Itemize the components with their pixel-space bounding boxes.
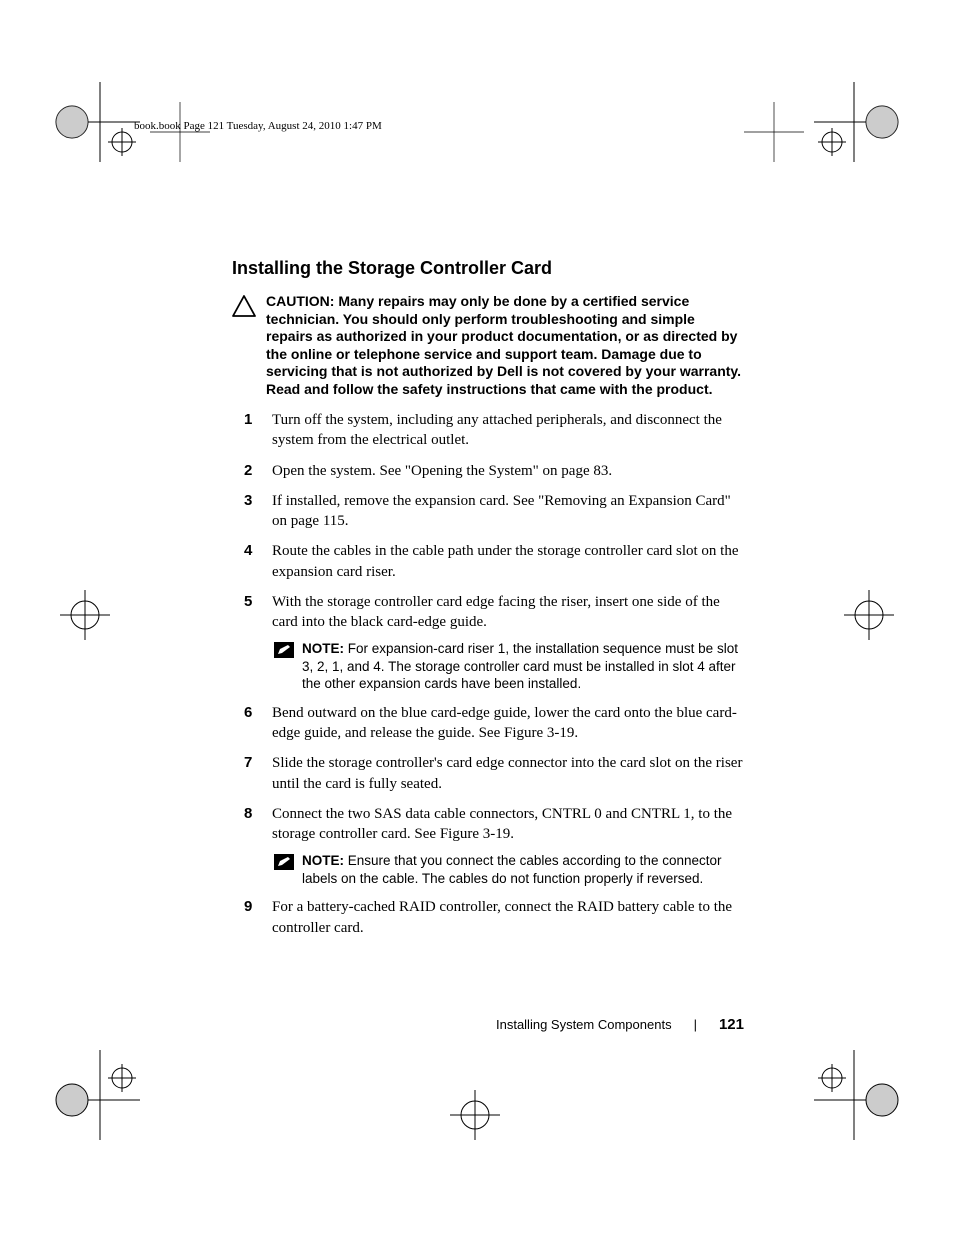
caution-block: CAUTION: Many repairs may only be done b… bbox=[232, 293, 744, 398]
step-item: Route the cables in the cable path under… bbox=[232, 541, 744, 582]
registration-mark-icon bbox=[814, 1050, 904, 1140]
registration-mark-icon bbox=[834, 580, 904, 650]
step-item: Bend outward on the blue card-edge guide… bbox=[232, 703, 744, 744]
caution-body: Many repairs may only be done by a certi… bbox=[266, 293, 741, 397]
step-text: Route the cables in the cable path under… bbox=[272, 543, 739, 579]
crop-cross-icon bbox=[150, 102, 210, 167]
step-item: Open the system. See "Opening the System… bbox=[232, 461, 744, 481]
step-item: Connect the two SAS data cable connector… bbox=[232, 804, 744, 888]
steps-list: Turn off the system, including any attac… bbox=[232, 410, 744, 938]
page-header-line: book.book Page 121 Tuesday, August 24, 2… bbox=[134, 120, 382, 132]
section-title: Installing the Storage Controller Card bbox=[232, 258, 744, 279]
registration-mark-icon bbox=[50, 580, 120, 650]
caution-text: CAUTION: Many repairs may only be done b… bbox=[266, 293, 744, 398]
note-text: NOTE: For expansion-card riser 1, the in… bbox=[302, 640, 744, 693]
step-item: With the storage controller card edge fa… bbox=[232, 592, 744, 693]
note-label: NOTE: bbox=[302, 641, 348, 656]
step-item: For a battery-cached RAID controller, co… bbox=[232, 897, 744, 938]
footer-separator: | bbox=[694, 1017, 697, 1032]
registration-mark-icon bbox=[50, 1050, 140, 1140]
registration-mark-icon bbox=[814, 82, 904, 162]
page-content: Installing the Storage Controller Card C… bbox=[232, 258, 744, 948]
step-text: Bend outward on the blue card-edge guide… bbox=[272, 705, 737, 741]
step-text: Open the system. See "Opening the System… bbox=[272, 463, 612, 479]
step-text: Turn off the system, including any attac… bbox=[272, 412, 722, 448]
registration-mark-icon bbox=[50, 82, 140, 162]
registration-mark-icon bbox=[440, 1080, 510, 1150]
note-body: Ensure that you connect the cables accor… bbox=[302, 853, 722, 886]
step-text: With the storage controller card edge fa… bbox=[272, 594, 720, 630]
note-body: For expansion-card riser 1, the installa… bbox=[302, 641, 738, 691]
step-text: If installed, remove the expansion card.… bbox=[272, 493, 731, 529]
step-item: If installed, remove the expansion card.… bbox=[232, 491, 744, 532]
crop-cross-icon bbox=[744, 102, 804, 167]
step-item: Slide the storage controller's card edge… bbox=[232, 753, 744, 794]
note-block: NOTE: For expansion-card riser 1, the in… bbox=[272, 640, 744, 693]
step-item: Turn off the system, including any attac… bbox=[232, 410, 744, 451]
note-pencil-icon bbox=[274, 642, 294, 658]
note-text: NOTE: Ensure that you connect the cables… bbox=[302, 852, 744, 887]
note-block: NOTE: Ensure that you connect the cables… bbox=[272, 852, 744, 887]
step-text: For a battery-cached RAID controller, co… bbox=[272, 899, 732, 935]
page-footer: Installing System Components | 121 bbox=[496, 1016, 744, 1033]
footer-page-number: 121 bbox=[719, 1016, 744, 1033]
caution-label: CAUTION: bbox=[266, 293, 338, 309]
step-text: Slide the storage controller's card edge… bbox=[272, 755, 742, 791]
note-label: NOTE: bbox=[302, 853, 348, 868]
step-text: Connect the two SAS data cable connector… bbox=[272, 806, 732, 842]
caution-triangle-icon bbox=[232, 295, 256, 317]
note-pencil-icon bbox=[274, 854, 294, 870]
footer-section: Installing System Components bbox=[496, 1017, 672, 1032]
